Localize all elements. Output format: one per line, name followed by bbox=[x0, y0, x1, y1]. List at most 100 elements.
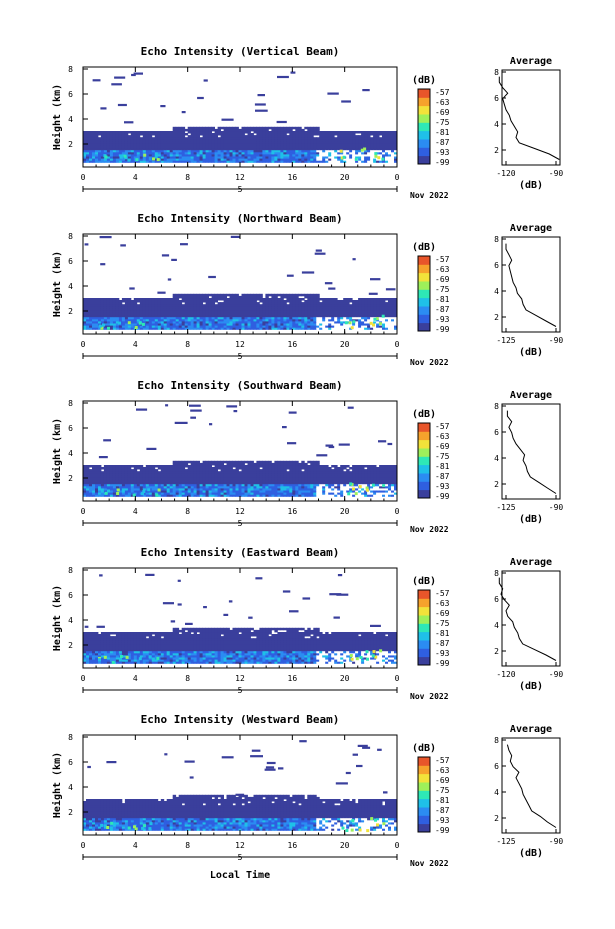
heatmap-cell bbox=[211, 323, 215, 326]
heatmap-cell bbox=[373, 304, 377, 307]
heatmap-cell bbox=[190, 494, 195, 497]
heatmap-cell bbox=[358, 160, 362, 163]
heatmap-cell bbox=[283, 139, 287, 142]
heatmap-cell bbox=[298, 318, 302, 322]
heatmap-cell bbox=[124, 298, 129, 301]
heatmap-cell bbox=[83, 465, 87, 468]
heatmap-cell bbox=[292, 141, 296, 144]
heatmap-cell bbox=[187, 302, 192, 305]
heatmap-cell bbox=[211, 488, 215, 491]
heatmap-cell bbox=[286, 128, 290, 132]
heatmap-cell bbox=[223, 316, 227, 320]
average-x-label: (dB) bbox=[519, 347, 543, 358]
heatmap-cell bbox=[223, 323, 227, 326]
heatmap-cell bbox=[148, 314, 153, 318]
heatmap-cell bbox=[115, 471, 120, 474]
heatmap-cell bbox=[289, 312, 293, 316]
heatmap-cell bbox=[322, 481, 326, 485]
heatmap-cell bbox=[385, 135, 389, 138]
heatmap-cell bbox=[121, 139, 126, 142]
heatmap-cell bbox=[118, 308, 123, 311]
heatmap-cell bbox=[205, 306, 209, 309]
colorbar-frame bbox=[417, 255, 431, 332]
heatmap-cell bbox=[127, 302, 132, 305]
heatmap-cell bbox=[83, 485, 87, 489]
heatmap-cell bbox=[391, 310, 395, 313]
heatmap-cell bbox=[157, 131, 162, 134]
heatmap-cell bbox=[304, 321, 308, 324]
heatmap-cell bbox=[346, 300, 350, 303]
heatmap-cell bbox=[175, 308, 180, 311]
heatmap-cell bbox=[163, 156, 168, 159]
heatmap-cell bbox=[175, 323, 180, 326]
heatmap-cell bbox=[232, 479, 236, 483]
heatmap-cell bbox=[310, 471, 314, 474]
heatmap-cell bbox=[157, 467, 162, 470]
heatmap-cell bbox=[253, 310, 257, 313]
heatmap-cell bbox=[121, 131, 126, 134]
heatmap-cell bbox=[136, 137, 141, 140]
heatmap-cell bbox=[316, 323, 320, 326]
heatmap-cell bbox=[160, 160, 165, 163]
heatmap-cell bbox=[262, 321, 266, 324]
heatmap-cell bbox=[349, 156, 353, 159]
heatmap-cell bbox=[340, 479, 344, 483]
heatmap-cell bbox=[238, 160, 242, 163]
heatmap-cell bbox=[325, 485, 329, 489]
heatmap-cell bbox=[280, 156, 284, 159]
heatmap-cell bbox=[154, 156, 159, 159]
heatmap-cell bbox=[109, 479, 114, 483]
heatmap-cell bbox=[286, 154, 290, 157]
heatmap-cell bbox=[229, 485, 233, 489]
heatmap-cell bbox=[256, 302, 260, 305]
heatmap-cell bbox=[202, 314, 206, 318]
heatmap-cell bbox=[226, 139, 230, 142]
heatmap-cell bbox=[247, 295, 251, 299]
heatmap-cell bbox=[271, 321, 275, 324]
heatmap-cell bbox=[160, 133, 165, 136]
heatmap-cell bbox=[295, 321, 299, 324]
heatmap-cell bbox=[292, 327, 296, 330]
heatmap-cell bbox=[364, 156, 368, 159]
heatmap-cell bbox=[289, 475, 293, 478]
heatmap-cell bbox=[145, 151, 150, 155]
heatmap-cell bbox=[142, 135, 147, 138]
heatmap-cell bbox=[196, 465, 200, 468]
heatmap-cell bbox=[325, 323, 329, 326]
heatmap-cell bbox=[364, 312, 368, 316]
heatmap-cell bbox=[343, 492, 347, 495]
heatmap-cell bbox=[304, 490, 308, 493]
heatmap-cell bbox=[259, 126, 263, 130]
heatmap-cell bbox=[109, 308, 114, 311]
heatmap-cell bbox=[161, 254, 170, 257]
heatmap-cell bbox=[283, 485, 287, 489]
heatmap-cell bbox=[163, 141, 168, 144]
heatmap-cell bbox=[130, 318, 135, 322]
heatmap-cell bbox=[115, 485, 120, 489]
heatmap-cell bbox=[127, 304, 132, 307]
heatmap-cell bbox=[301, 312, 305, 316]
heatmap-cell bbox=[259, 128, 263, 132]
heatmap-cell bbox=[211, 158, 215, 161]
heatmap-cell bbox=[238, 151, 242, 155]
heatmap-cell bbox=[340, 467, 344, 470]
heatmap-cell bbox=[376, 304, 380, 307]
heatmap-cell bbox=[304, 151, 308, 155]
colorbar-segment bbox=[418, 122, 430, 132]
heatmap-cell bbox=[127, 312, 132, 316]
heatmap-cell bbox=[184, 300, 189, 303]
heatmap-cell bbox=[118, 143, 123, 146]
heatmap-cell bbox=[169, 149, 174, 153]
heatmap-cell bbox=[376, 325, 380, 328]
heatmap-cell bbox=[247, 485, 251, 489]
heatmap-cell bbox=[205, 135, 209, 138]
heatmap-cell bbox=[166, 306, 171, 309]
heatmap-cell bbox=[343, 323, 347, 326]
heatmap-cell bbox=[86, 300, 90, 303]
heatmap-cell bbox=[250, 469, 254, 472]
heatmap-cell bbox=[131, 73, 136, 77]
heatmap-cell bbox=[208, 462, 212, 466]
heatmap-cell bbox=[103, 135, 108, 138]
heatmap-cell bbox=[229, 293, 233, 297]
heatmap-cell bbox=[286, 471, 290, 474]
